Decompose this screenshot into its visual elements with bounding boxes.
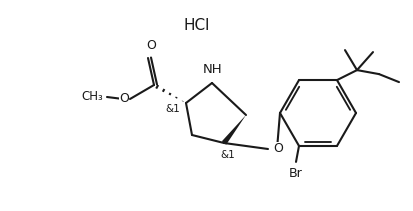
Text: NH: NH — [203, 63, 223, 76]
Text: CH₃: CH₃ — [81, 91, 103, 104]
Text: &1: &1 — [221, 150, 235, 160]
Text: &1: &1 — [166, 104, 180, 114]
Text: Br: Br — [289, 167, 303, 180]
Text: O: O — [146, 39, 156, 52]
Text: O: O — [273, 142, 283, 154]
Polygon shape — [222, 115, 246, 145]
Text: HCl: HCl — [184, 19, 210, 34]
Text: O: O — [119, 92, 129, 104]
